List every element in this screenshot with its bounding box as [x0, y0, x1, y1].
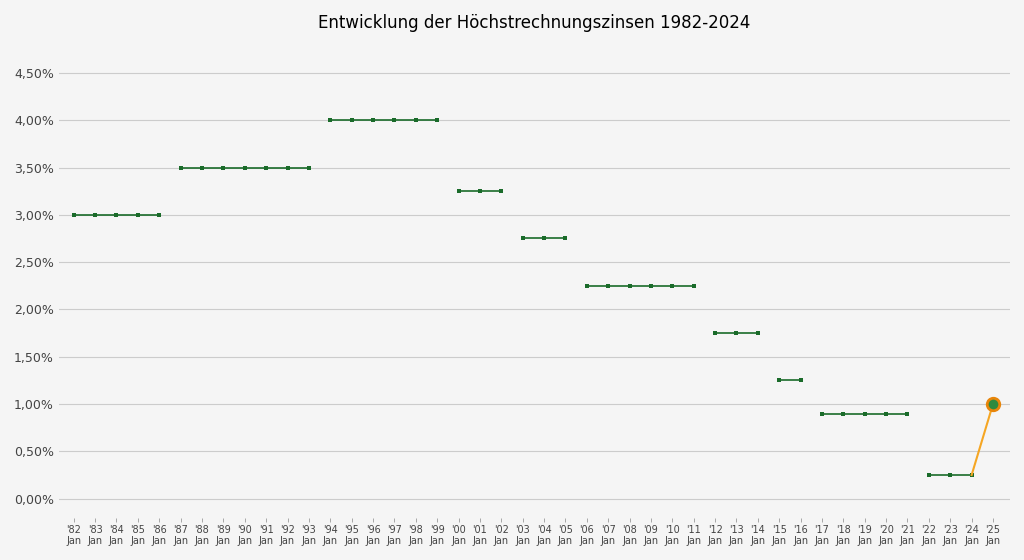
Title: Entwicklung der Höchstrechnungszinsen 1982-2024: Entwicklung der Höchstrechnungszinsen 19…	[318, 14, 751, 32]
